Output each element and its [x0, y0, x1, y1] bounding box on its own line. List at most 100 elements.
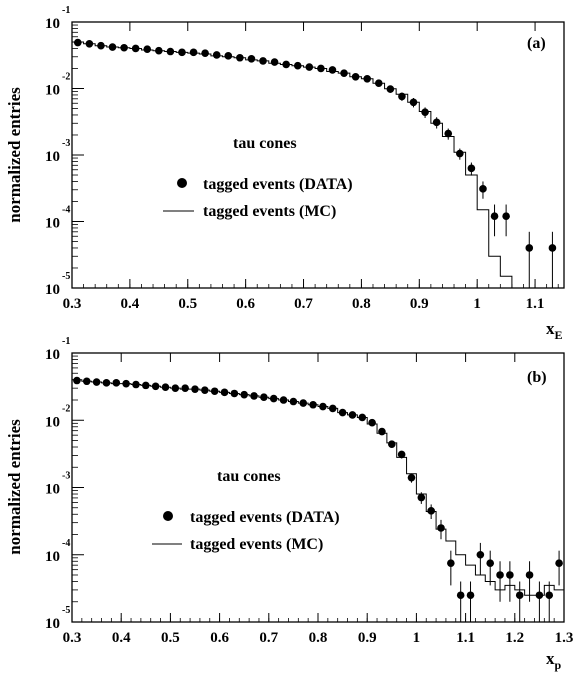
data-point-b — [73, 376, 81, 385]
y-axis-title-b: normalized entries — [5, 419, 24, 555]
x-tick-label-b: 0.5 — [161, 630, 180, 646]
x-tick-label-a: 0.4 — [121, 296, 140, 312]
data-marks-b — [72, 376, 565, 622]
x-tick-label-b: 1 — [413, 630, 421, 646]
data-point-b — [112, 379, 121, 387]
x-tick-label-b: 0.8 — [309, 630, 328, 646]
y-tick-exponent-b: -2 — [62, 403, 70, 414]
y-tick-label-a: 10 — [45, 16, 60, 32]
plot-frame-a — [71, 21, 565, 289]
data-marks-a — [72, 38, 557, 288]
data-point-b — [525, 571, 534, 579]
data-point-a — [479, 185, 487, 193]
axis-ticks-a: 0.3 0.4 0.5 0.6 0.7 0.8 0.9 1 1.110-110-210-310-… — [45, 5, 559, 312]
legend-label-data-a: tagged events (DATA) — [203, 176, 353, 193]
panel-b: normalized entries (b) tau cones tagged … — [5, 336, 573, 672]
data-point-b — [506, 571, 514, 579]
y-tick-label-b: 10 — [45, 414, 60, 430]
data-point-b — [447, 559, 455, 567]
y-axis-title-a: normalized entries — [5, 87, 24, 223]
x-axis-title-sub-a: E — [555, 328, 563, 342]
data-point-a — [143, 45, 152, 53]
y-tick-label-a: 10 — [45, 216, 60, 232]
y-tick-exponent-a: -2 — [62, 72, 70, 83]
data-point-b — [368, 418, 376, 427]
y-tick-label-b: 10 — [45, 616, 60, 632]
data-point-b — [437, 524, 445, 532]
panel-label-a: (a) — [527, 35, 546, 52]
x-tick-label-b: 1.2 — [505, 630, 524, 646]
data-point-b — [456, 591, 465, 600]
x-tick-label-a: 0.8 — [352, 296, 371, 312]
x-axis-title-main-b: x — [546, 649, 555, 668]
data-point-a — [270, 58, 279, 66]
x-tick-label-a: 1 — [473, 296, 481, 312]
legend-label-mc-b: tagged events (MC) — [190, 536, 323, 553]
legend-marker-data-b — [163, 511, 173, 521]
data-point-b — [427, 507, 435, 515]
data-point-a — [212, 51, 221, 59]
x-axis-title-sub-b: p — [555, 658, 562, 672]
data-point-a — [432, 118, 441, 127]
y-tick-label-b: 10 — [45, 482, 60, 498]
x-tick-label-a: 0.5 — [178, 296, 197, 312]
data-point-b — [476, 550, 485, 559]
data-point-a — [456, 149, 464, 158]
data-point-b — [378, 427, 386, 436]
x-axis-title-main-a: x — [546, 319, 555, 338]
mc-histogram-line-b — [72, 379, 565, 622]
legend-title-b: tau cones — [217, 468, 281, 485]
y-tick-exponent-a: -5 — [62, 271, 70, 282]
x-tick-label-b: 0.9 — [358, 630, 377, 646]
data-point-b — [545, 591, 554, 600]
data-point-a — [328, 66, 337, 74]
data-point-a — [73, 38, 82, 47]
x-axis-title-b: xp — [546, 649, 562, 672]
data-point-b — [181, 384, 189, 392]
y-tick-label-b: 10 — [45, 347, 60, 363]
y-tick-exponent-a: -3 — [62, 138, 70, 149]
data-point-a — [224, 52, 233, 60]
x-tick-label-b: 0.3 — [63, 630, 82, 646]
x-tick-label-b: 0.4 — [112, 630, 131, 646]
legend-label-data-b: tagged events (DATA) — [190, 509, 340, 526]
data-point-b — [555, 559, 563, 567]
y-tick-exponent-b: -3 — [62, 471, 70, 482]
data-point-a — [201, 49, 209, 57]
data-point-a — [502, 212, 510, 221]
x-tick-label-a: 1.1 — [526, 296, 545, 312]
y-tick-exponent-b: -1 — [62, 336, 70, 347]
data-point-b — [486, 559, 495, 567]
data-point-b — [515, 591, 524, 600]
x-tick-label-a: 0.9 — [410, 296, 429, 312]
data-point-a — [189, 48, 198, 57]
legend-marker-data-a — [177, 178, 187, 188]
data-point-b — [407, 473, 416, 482]
data-point-a — [490, 212, 499, 221]
data-point-a — [548, 244, 557, 252]
panel-a: normalized entries (a) tau cones tagged … — [5, 5, 565, 342]
y-tick-label-a: 10 — [45, 83, 60, 99]
y-tick-exponent-a: -4 — [62, 205, 70, 216]
x-tick-label-b: 0.6 — [210, 630, 229, 646]
data-point-b — [397, 450, 406, 459]
data-point-b — [466, 591, 475, 600]
data-point-b — [496, 571, 504, 579]
y-tick-label-a: 10 — [45, 282, 60, 298]
panel-label-b: (b) — [527, 369, 547, 386]
x-tick-label-a: 0.7 — [294, 296, 313, 312]
x-axis-title-a: xE — [546, 319, 563, 342]
data-point-a — [467, 164, 476, 173]
y-tick-exponent-a: -1 — [62, 5, 70, 16]
x-tick-label-b: 1.3 — [555, 630, 574, 646]
data-point-a — [525, 244, 534, 252]
x-tick-label-b: 1.1 — [456, 630, 475, 646]
x-tick-label-b: 0.7 — [259, 630, 278, 646]
x-tick-label-a: 0.6 — [236, 296, 255, 312]
axis-ticks-b: 0.3 0.4 0.5 0.6 0.7 0.8 0.9 1 1.1 1.2 1.310-110-21… — [45, 336, 573, 646]
y-tick-label-b: 10 — [45, 549, 60, 565]
y-tick-label-a: 10 — [45, 149, 60, 165]
data-point-a — [247, 54, 256, 63]
y-tick-exponent-b: -4 — [62, 538, 70, 549]
y-tick-exponent-b: -5 — [62, 605, 70, 616]
